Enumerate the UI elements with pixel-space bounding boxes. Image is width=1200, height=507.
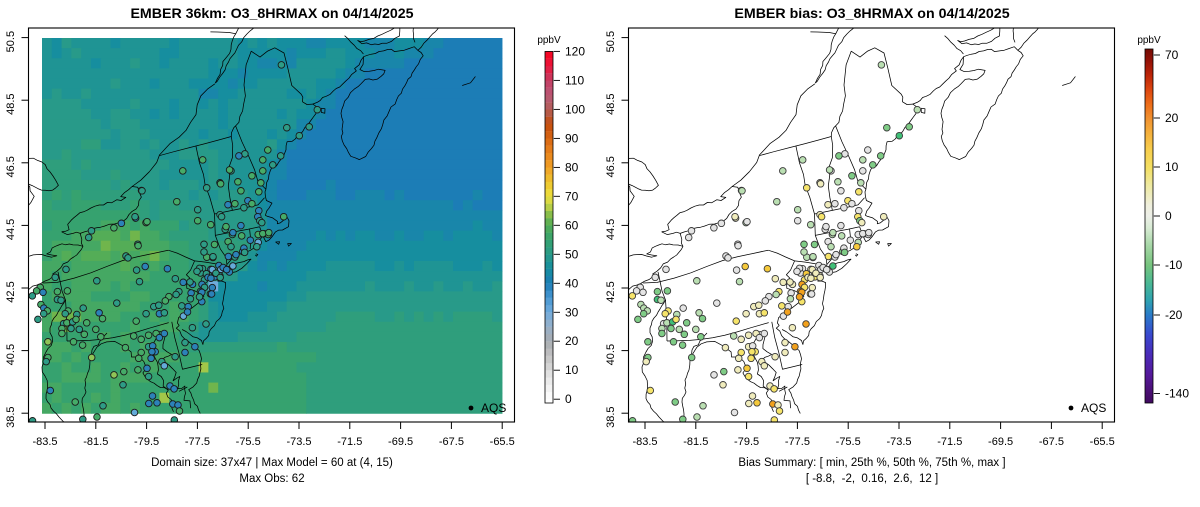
svg-text:-71.5: -71.5 (937, 436, 962, 448)
svg-text:-20: -20 (1165, 308, 1183, 322)
svg-text:EMBER 36km: O3_8HRMAX on 04/14: EMBER 36km: O3_8HRMAX on 04/14/2025 (130, 6, 413, 22)
svg-text:48.5: 48.5 (605, 93, 617, 114)
svg-text:AQS: AQS (1081, 401, 1106, 415)
svg-text:90: 90 (565, 131, 579, 145)
svg-text:AQS: AQS (481, 401, 506, 415)
svg-text:-75.5: -75.5 (836, 436, 861, 448)
svg-text:-65.5: -65.5 (490, 436, 515, 448)
svg-text:-73.5: -73.5 (886, 436, 911, 448)
svg-text:ppbV: ppbV (537, 35, 561, 46)
svg-text:-67.5: -67.5 (439, 436, 464, 448)
svg-text:-81.5: -81.5 (83, 436, 108, 448)
svg-text:-81.5: -81.5 (683, 436, 708, 448)
svg-text:50.5: 50.5 (5, 31, 17, 52)
svg-text:-71.5: -71.5 (337, 436, 362, 448)
svg-text:70: 70 (565, 189, 579, 203)
svg-text:20: 20 (1165, 111, 1179, 125)
svg-text:46.5: 46.5 (5, 156, 17, 177)
svg-text:-140: -140 (1165, 387, 1189, 401)
svg-text:-83.5: -83.5 (32, 436, 57, 448)
svg-text:[ -8.8, -2, 0.16, 2.6, 12: [ -8.8, -2, 0.16, 2.6, 12 ] (806, 473, 938, 485)
svg-text:50.5: 50.5 (605, 31, 617, 52)
svg-text:10: 10 (565, 363, 579, 377)
svg-text:120: 120 (565, 44, 585, 58)
svg-text:70: 70 (1165, 48, 1179, 62)
svg-text:Bias Summary: [ min, 25th %, 5: Bias Summary: [ min, 25th %, 50th %, 75t… (738, 457, 1005, 469)
svg-text:100: 100 (565, 102, 585, 116)
svg-text:20: 20 (565, 334, 579, 348)
svg-text:30: 30 (565, 305, 579, 319)
svg-text:ppbV: ppbV (1137, 35, 1161, 46)
svg-text:-77.5: -77.5 (785, 436, 810, 448)
svg-text:-79.5: -79.5 (734, 436, 759, 448)
svg-text:38.5: 38.5 (605, 406, 617, 427)
svg-text:40: 40 (565, 276, 579, 290)
svg-text:-69.5: -69.5 (988, 436, 1013, 448)
svg-text:-83.5: -83.5 (632, 436, 657, 448)
svg-text:42.5: 42.5 (605, 281, 617, 302)
svg-text:50: 50 (565, 247, 579, 261)
svg-text:-69.5: -69.5 (388, 436, 413, 448)
svg-text:0: 0 (565, 392, 572, 406)
svg-text:EMBER bias: O3_8HRMAX on 04/14: EMBER bias: O3_8HRMAX on 04/14/2025 (734, 6, 1009, 22)
svg-text:0: 0 (1165, 209, 1172, 223)
svg-text:-10: -10 (1165, 258, 1183, 272)
svg-text:46.5: 46.5 (605, 156, 617, 177)
svg-text:40.5: 40.5 (5, 344, 17, 365)
svg-text:-77.5: -77.5 (185, 436, 210, 448)
svg-text:48.5: 48.5 (5, 93, 17, 114)
svg-text:-65.5: -65.5 (1090, 436, 1115, 448)
svg-text:Max Obs: 62: Max Obs: 62 (239, 473, 304, 485)
svg-text:44.5: 44.5 (5, 219, 17, 240)
svg-text:Domain size: 37x47 | Max Model: Domain size: 37x47 | Max Model = 60 at (… (151, 457, 393, 469)
svg-text:-75.5: -75.5 (236, 436, 261, 448)
svg-text:-67.5: -67.5 (1039, 436, 1064, 448)
svg-text:40.5: 40.5 (605, 344, 617, 365)
svg-text:80: 80 (565, 160, 579, 174)
svg-text:44.5: 44.5 (605, 219, 617, 240)
svg-text:38.5: 38.5 (5, 406, 17, 427)
svg-text:10: 10 (1165, 160, 1179, 174)
svg-text:-73.5: -73.5 (286, 436, 311, 448)
svg-text:42.5: 42.5 (5, 281, 17, 302)
svg-text:110: 110 (565, 73, 584, 87)
svg-text:60: 60 (565, 218, 579, 232)
svg-text:-79.5: -79.5 (134, 436, 159, 448)
